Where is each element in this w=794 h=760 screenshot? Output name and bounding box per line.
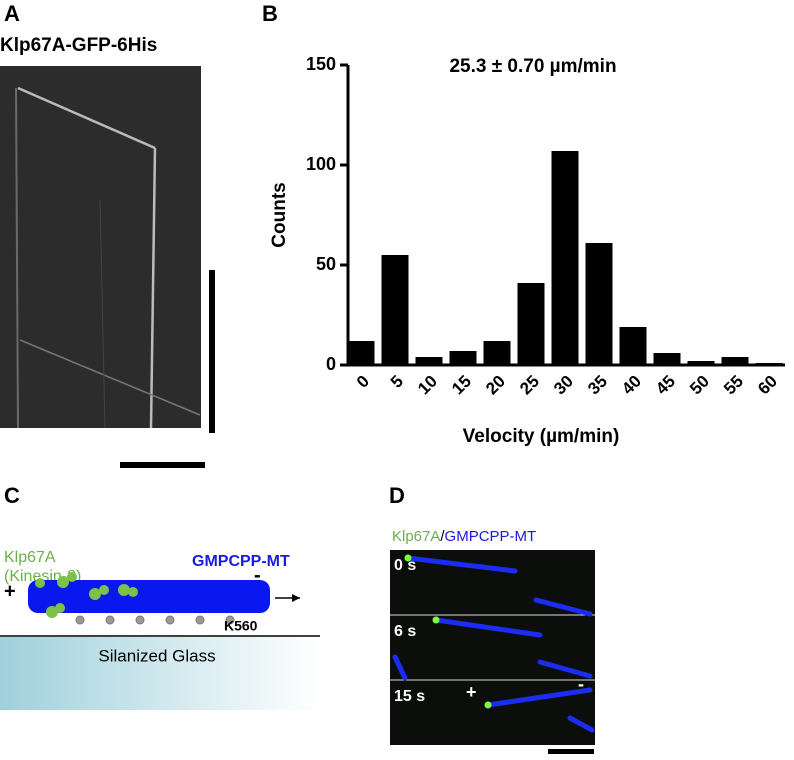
y-axis-label: Counts [269,182,290,247]
scale-bar [209,270,215,433]
microtubule-label: GMPCPP-MT [192,553,290,570]
panel-label: B [262,1,278,26]
x-tick-label: 40 [618,372,645,399]
x-tick-label: 5 [387,372,407,392]
separator: / [440,528,445,545]
y-tick-label: 150 [306,54,336,74]
x-tick-label: 45 [652,372,679,399]
bar [381,255,409,365]
panel-label: A [4,1,20,26]
annotation: 25.3 ± 0.70 µm/min [449,56,616,77]
y-tick-label: 100 [306,154,336,174]
kymograph [0,66,201,429]
y-tick-label: 50 [316,254,336,274]
x-axis-label: Velocity (µm/min) [463,426,620,447]
channel-1: Klp67A [392,528,440,545]
channel-2: GMPCPP-MT [445,528,537,545]
frame-time: 0 s [394,557,416,574]
bar [653,353,681,365]
minus-end: - [578,674,584,694]
surface-label: Silanized Glass [98,646,215,665]
x-tick-label: 20 [482,372,509,399]
bar [755,363,783,365]
frame-time: 6 s [394,623,416,640]
y-tick-label: 0 [326,354,336,374]
anchor-label: K560 [224,618,258,634]
x-tick-label: 35 [584,372,611,399]
x-tick-label: 60 [754,372,781,399]
scale-bar [120,462,205,468]
bar [551,151,579,365]
x-tick-label: 55 [720,372,747,399]
x-tick-label: 25 [516,372,543,399]
x-tick-label: 50 [686,372,713,399]
x-tick-label: 10 [414,372,441,399]
bar [619,327,647,365]
panel-label: C [4,483,20,508]
bar [585,243,613,365]
panel-title: Klp67A-GFP-6His [0,35,157,56]
motor-name: Klp67A [4,549,56,566]
diagram [0,572,320,710]
minus-end: - [254,564,261,586]
bar [721,357,749,365]
plus-end: + [4,580,16,602]
x-tick-label: 0 [353,372,373,392]
panel-label: D [389,483,405,508]
x-tick-label: 30 [550,372,577,399]
histogram: B 25.3 ± 0.70 µm/min Velocity (µm/min) C… [262,1,785,447]
channel-legend: Klp67A/GMPCPP-MT [392,528,536,545]
x-tick-label: 15 [448,372,475,399]
bar [517,283,545,365]
frame-time: 15 s [394,688,425,705]
bar [449,351,477,365]
plus-end: + [466,682,477,702]
bar [483,341,511,365]
bar [415,357,443,365]
bar [687,361,715,365]
bar [347,341,375,365]
micrographs [390,550,595,745]
scale-bar [548,749,594,754]
